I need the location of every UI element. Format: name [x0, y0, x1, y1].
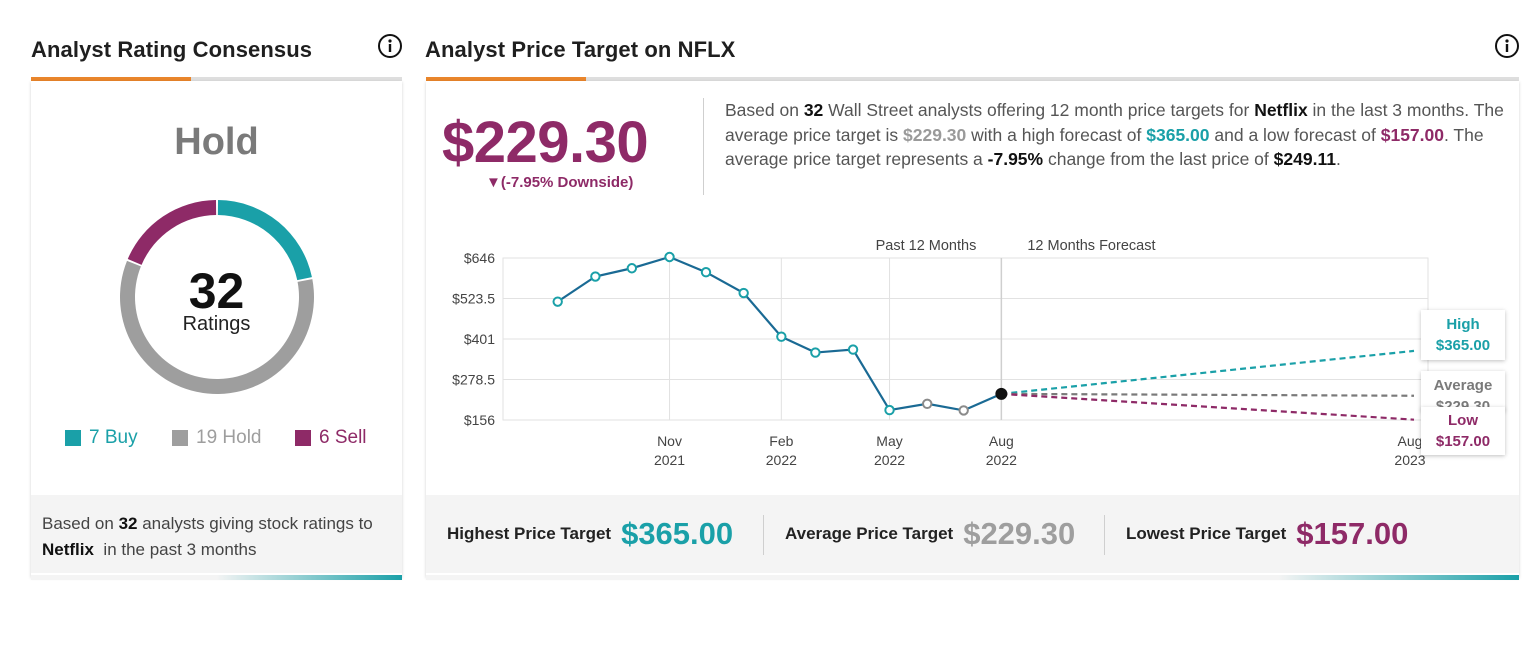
down-triangle-icon: ▼ [486, 174, 501, 191]
price-point [738, 287, 749, 299]
target-panel-title: Analyst Price Target on NFLX [425, 37, 736, 62]
donut-sell-segment [127, 200, 217, 265]
average-target-tag: Average $229.30 [1421, 371, 1505, 411]
legend-buy-label: 7 Buy [89, 427, 138, 448]
consensus-label: Hold [174, 121, 259, 163]
legend-sell: 6 Sell [295, 427, 367, 449]
target-bottom-bar [426, 575, 1519, 580]
price-point [664, 251, 675, 263]
price-target-chart: $646 $523.5 $401 $278.5 $156 Nov 2021 Feb 2022 Ma… [452, 238, 1429, 468]
x-tick-month: May [876, 433, 902, 449]
rating-donut [119, 200, 315, 394]
section-label-past: Past 12 Months [876, 238, 977, 254]
price-point [922, 398, 933, 409]
highest-target-label: Highest Price Target [447, 524, 612, 543]
x-tick-month: Aug [989, 433, 1014, 449]
y-tick-label: $646 [464, 250, 495, 266]
high-tag-value: $365.00 [1435, 337, 1491, 354]
y-tick-label: $278.5 [452, 372, 495, 388]
lowest-target-label: Lowest Price Target [1126, 524, 1287, 543]
rating-topline [31, 77, 402, 81]
rating-panel-title: Analyst Rating Consensus [31, 37, 313, 62]
rating-bottom-bar [31, 575, 402, 580]
avg-tag-label: Average [1433, 377, 1493, 394]
x-tick-month: Nov [657, 433, 682, 449]
donut-buy-segment [217, 200, 312, 281]
x-tick-year: 2022 [766, 452, 797, 468]
footer-divider [763, 515, 764, 555]
forecast-line-low [1001, 392, 1415, 421]
header-divider [703, 98, 704, 195]
rating-card: Hold 32 Ratings 7 Buy 19 Hold 6 Sell Bas… [31, 81, 402, 577]
current-price-point [995, 387, 1008, 400]
ratings-caption: Ratings [182, 313, 251, 335]
y-tick-label: $401 [464, 331, 495, 347]
average-target-stat: Average Price Target $229.30 [785, 495, 1075, 573]
highest-target-stat: Highest Price Target $365.00 [447, 495, 733, 573]
forecast-line-average [1001, 392, 1415, 397]
rating-footer: Based on 32 analysts giving stock rating… [31, 495, 402, 573]
average-price-target: $229.30 [442, 110, 649, 175]
legend-sell-label: 6 Sell [319, 427, 367, 448]
x-tick-year: 2022 [986, 452, 1017, 468]
price-target-summary: Based on 32 Wall Street analysts offerin… [725, 100, 1504, 169]
x-tick-month: Feb [769, 433, 793, 449]
target-topline [426, 77, 1519, 81]
price-point [810, 347, 821, 358]
forecast-line-high [1001, 349, 1415, 395]
x-tick-year: 2021 [654, 452, 685, 468]
x-tick-year: 2022 [874, 452, 905, 468]
price-point [552, 296, 563, 307]
info-icon[interactable] [1494, 33, 1520, 59]
price-point [626, 263, 638, 274]
high-target-tag: High $365.00 [1421, 310, 1505, 360]
average-target-value: $229.30 [963, 516, 1076, 551]
average-target-label: Average Price Target [785, 524, 954, 543]
x-tick-month: Aug [1398, 433, 1423, 449]
price-point [776, 331, 787, 342]
price-point [884, 404, 895, 416]
downside-badge: ▼(-7.95% Downside) [486, 174, 634, 191]
legend-buy: 7 Buy [65, 427, 138, 449]
highest-target-value: $365.00 [621, 516, 734, 551]
price-point [847, 344, 859, 355]
price-point [590, 271, 601, 282]
x-tick-year: 2023 [1394, 452, 1425, 468]
low-tag-label: Low [1448, 412, 1478, 429]
low-tag-value: $157.00 [1435, 433, 1491, 450]
lowest-target-value: $157.00 [1296, 516, 1409, 551]
lowest-target-stat: Lowest Price Target $157.00 [1126, 495, 1408, 573]
legend-hold: 19 Hold [172, 427, 262, 449]
y-tick-label: $156 [464, 412, 495, 428]
hold-swatch [172, 430, 188, 446]
info-icon[interactable] [377, 33, 403, 59]
footer-divider [1104, 515, 1105, 555]
ratings-count: 32 [188, 263, 245, 319]
target-footer: Highest Price Target $365.00 Average Pri… [426, 495, 1519, 573]
legend-hold-label: 19 Hold [196, 427, 262, 448]
sell-swatch [295, 430, 311, 446]
y-tick-label: $523.5 [452, 291, 495, 307]
buy-swatch [65, 430, 81, 446]
price-point [958, 405, 969, 416]
low-target-tag: Low $157.00 [1421, 407, 1505, 455]
rating-footer-text: Based on 32 analysts giving stock rating… [42, 514, 373, 559]
price-point [700, 267, 712, 278]
section-label-forecast: 12 Months Forecast [1027, 238, 1155, 254]
high-tag-label: High [1446, 316, 1480, 333]
target-card: $229.30 ▼(-7.95% Downside) Based on 32 W… [426, 81, 1519, 577]
